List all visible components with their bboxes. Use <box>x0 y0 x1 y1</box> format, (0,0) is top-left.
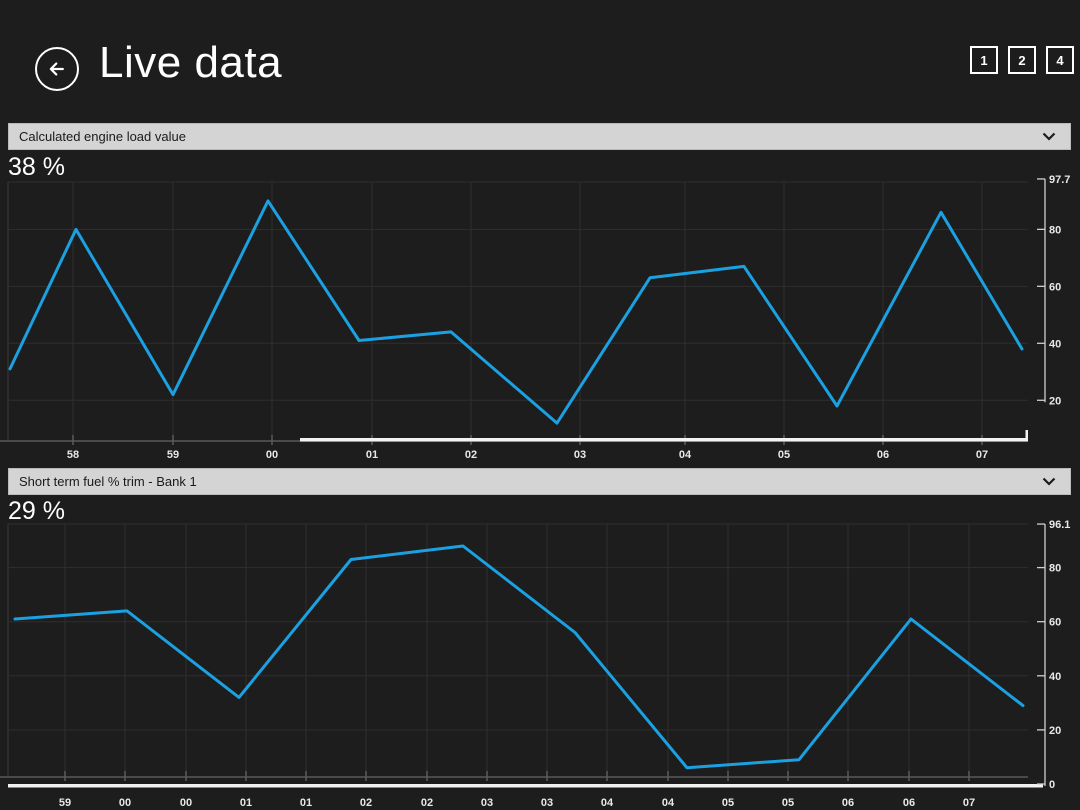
svg-text:80: 80 <box>1049 224 1061 236</box>
layout-1-button[interactable]: 1 <box>970 46 998 74</box>
fuel-trim-current-value: 29 % <box>8 497 65 525</box>
sensor-select-label: Short term fuel % trim - Bank 1 <box>19 474 197 489</box>
svg-text:80: 80 <box>1049 563 1061 575</box>
svg-text:04: 04 <box>679 449 692 461</box>
sensor-select-label: Calculated engine load value <box>19 129 186 144</box>
svg-text:07: 07 <box>963 797 975 809</box>
svg-text:03: 03 <box>574 449 586 461</box>
svg-text:97.7: 97.7 <box>1049 174 1070 186</box>
svg-text:59: 59 <box>167 449 179 461</box>
chevron-down-icon <box>1042 132 1070 141</box>
sensor-select-fuel-trim[interactable]: Short term fuel % trim - Bank 1 <box>8 468 1071 495</box>
svg-text:59: 59 <box>59 797 71 809</box>
svg-text:02: 02 <box>465 449 477 461</box>
svg-text:96.1: 96.1 <box>1049 519 1070 531</box>
svg-text:60: 60 <box>1049 281 1061 293</box>
sensor-select-engine-load[interactable]: Calculated engine load value <box>8 123 1071 150</box>
chevron-down-icon <box>1042 477 1070 486</box>
svg-text:03: 03 <box>481 797 493 809</box>
svg-text:05: 05 <box>778 449 790 461</box>
back-arrow-icon <box>49 62 64 76</box>
svg-text:01: 01 <box>300 797 312 809</box>
svg-text:20: 20 <box>1049 725 1061 737</box>
engine-load-current-value: 38 % <box>8 153 65 181</box>
page-title: Live data <box>99 38 283 87</box>
svg-text:06: 06 <box>842 797 854 809</box>
svg-text:00: 00 <box>266 449 278 461</box>
svg-text:04: 04 <box>662 797 675 809</box>
svg-text:07: 07 <box>976 449 988 461</box>
svg-text:60: 60 <box>1049 617 1061 629</box>
svg-text:58: 58 <box>67 449 79 461</box>
svg-text:05: 05 <box>722 797 734 809</box>
svg-text:01: 01 <box>366 449 378 461</box>
back-button[interactable] <box>35 47 79 91</box>
svg-text:0: 0 <box>1049 779 1055 791</box>
svg-text:02: 02 <box>360 797 372 809</box>
svg-text:20: 20 <box>1049 395 1061 407</box>
svg-text:01: 01 <box>240 797 252 809</box>
svg-text:06: 06 <box>903 797 915 809</box>
engine-load-chart: 58 59 00 01 02 03 04 05 06 07 97.7 80 60 40 20 <box>0 174 1070 461</box>
svg-text:40: 40 <box>1049 671 1061 683</box>
fuel-trim-chart: 59 00 00 01 01 02 02 03 03 04 04 05 05 06 06 07 96.1 80 60… <box>0 519 1070 809</box>
svg-text:04: 04 <box>601 797 614 809</box>
svg-text:06: 06 <box>877 449 889 461</box>
svg-text:03: 03 <box>541 797 553 809</box>
layout-4-button[interactable]: 4 <box>1046 46 1074 74</box>
layout-switcher: 1 2 4 <box>970 46 1074 74</box>
svg-text:00: 00 <box>119 797 131 809</box>
layout-2-button[interactable]: 2 <box>1008 46 1036 74</box>
svg-text:02: 02 <box>421 797 433 809</box>
svg-text:40: 40 <box>1049 338 1061 350</box>
svg-text:05: 05 <box>782 797 794 809</box>
svg-text:00: 00 <box>180 797 192 809</box>
